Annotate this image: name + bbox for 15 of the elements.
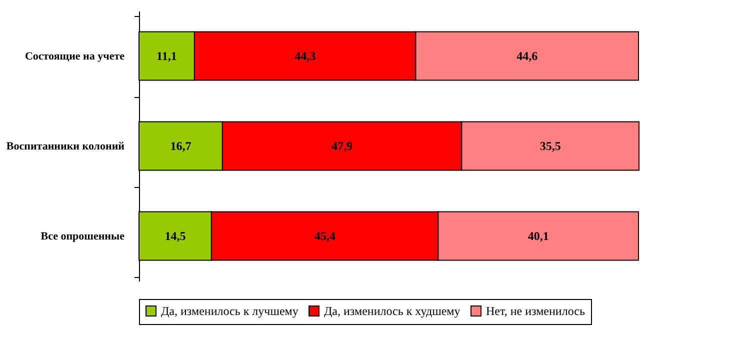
y-tick-label: Воспитанники колоний (6, 140, 126, 152)
legend-label: Да, изменилось к лучшему (161, 304, 298, 318)
legend-label: Да, изменилось к худшему (324, 304, 460, 318)
data-label: 44,6 (516, 49, 538, 63)
y-tick-label: Все опрошенные (40, 230, 125, 242)
data-label: 35,5 (540, 139, 561, 153)
data-label: 40,1 (528, 229, 549, 243)
data-label: 45,4 (314, 229, 336, 243)
data-label: 44,3 (294, 49, 316, 63)
legend-label: Нет, не изменилось (486, 304, 586, 318)
data-label: 11,1 (156, 49, 177, 63)
y-tick-label: Состоящие на учете (24, 50, 125, 62)
data-label: 14,5 (164, 229, 186, 243)
data-label: 47,9 (332, 139, 353, 153)
data-label: 16,7 (170, 139, 192, 153)
